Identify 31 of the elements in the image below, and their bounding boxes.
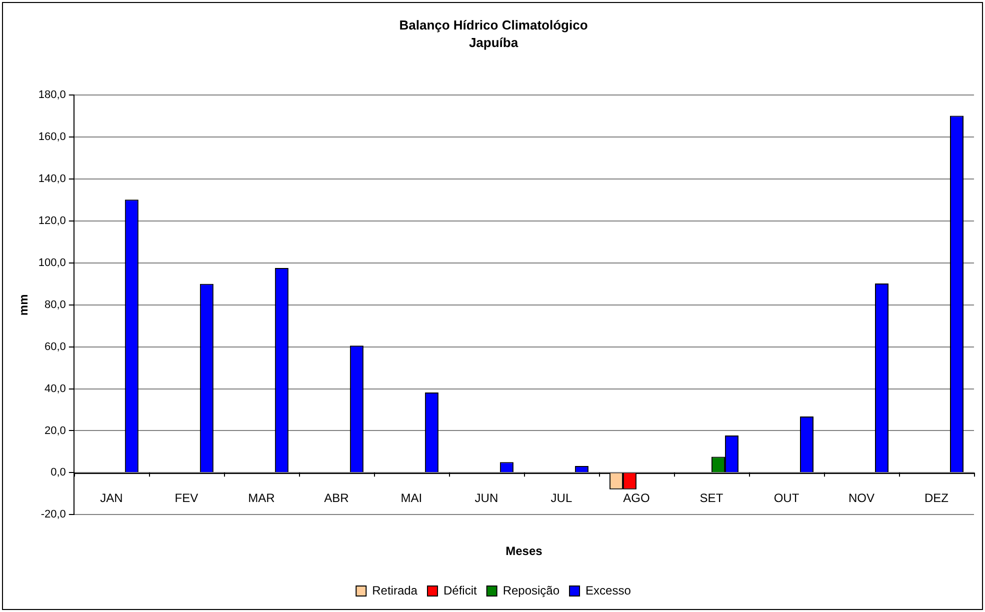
x-axis-title: Meses <box>506 544 543 558</box>
x-tick-label: OUT <box>774 490 800 505</box>
legend-label: Retirada <box>372 583 418 598</box>
x-tick-label: ABR <box>324 490 350 505</box>
y-tick-label: 160,0 <box>38 131 66 144</box>
x-tick-label: JUL <box>550 490 572 505</box>
x-tick-label: JUN <box>474 490 498 505</box>
x-tick-label: SET <box>700 490 724 505</box>
chart-subtitle: Japuíba <box>468 34 519 50</box>
x-tick-label: DEZ <box>924 490 948 505</box>
legend-label: Déficit <box>443 583 478 598</box>
x-tick-label: FEV <box>174 490 198 505</box>
x-tick-label: NOV <box>848 490 874 505</box>
y-tick-label: 20,0 <box>44 424 66 437</box>
x-tick-label: JAN <box>100 490 123 505</box>
legend-label: Reposição <box>502 583 560 598</box>
y-axis-title: mm <box>16 294 31 316</box>
x-tick-label: AGO <box>623 490 650 505</box>
y-tick-label: 60,0 <box>44 340 66 353</box>
y-tick-label: 100,0 <box>38 256 66 269</box>
y-tick-label: -20,0 <box>40 508 66 521</box>
y-tick-label: 40,0 <box>44 382 66 395</box>
y-tick-label: 120,0 <box>38 215 66 228</box>
x-tick-label: MAR <box>248 490 276 505</box>
chart-title: Balanço Hídrico Climatológico <box>399 17 588 32</box>
y-tick-label: 0,0 <box>50 466 66 479</box>
y-tick-label: 140,0 <box>38 173 66 186</box>
y-tick-label: 80,0 <box>44 298 66 311</box>
x-tick-label: MAI <box>400 490 422 505</box>
legend-label: Excesso <box>586 583 632 598</box>
y-tick-label: 180,0 <box>38 89 66 102</box>
